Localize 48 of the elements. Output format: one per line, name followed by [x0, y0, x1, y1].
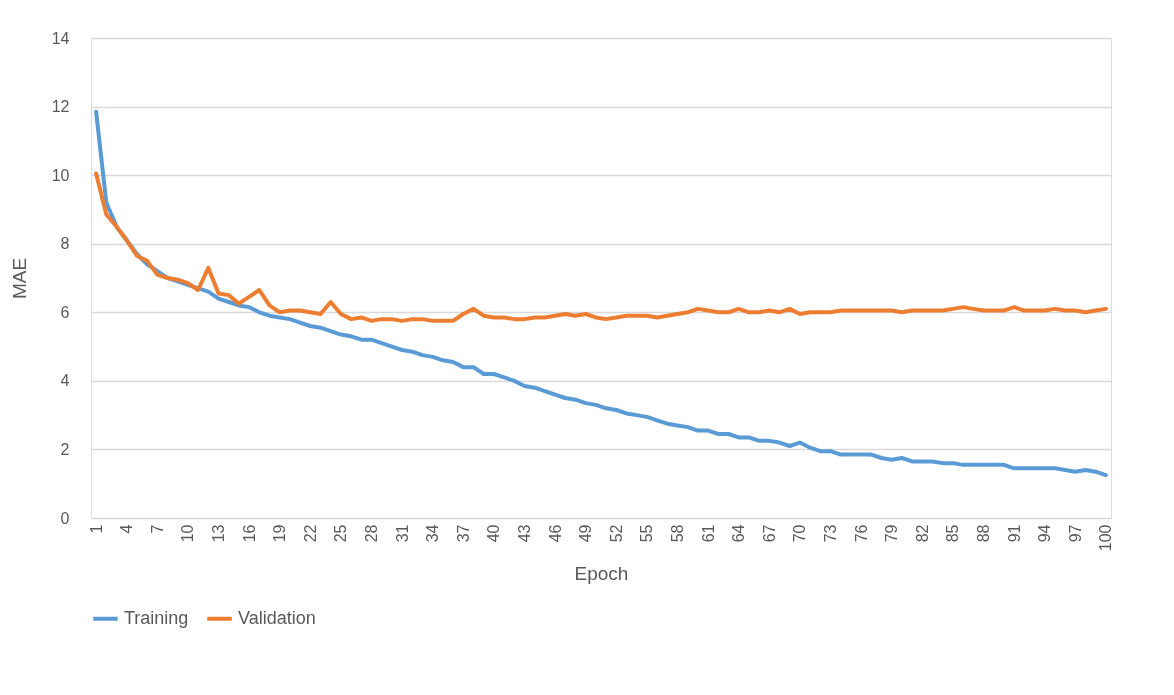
x-tick-label: 85 — [944, 524, 962, 543]
x-tick-label: 7 — [148, 524, 166, 534]
legend-label: Validation — [238, 607, 316, 628]
x-tick-label: 37 — [454, 524, 472, 543]
x-tick-label: 49 — [577, 524, 595, 543]
y-tick-label: 14 — [51, 29, 70, 47]
x-tick-label: 52 — [607, 524, 625, 543]
x-tick-label: 76 — [852, 524, 870, 543]
x-tick-label: 55 — [638, 524, 656, 543]
x-tick-label: 94 — [1036, 524, 1054, 543]
y-tick-label: 4 — [60, 372, 70, 390]
x-tick-label: 28 — [363, 524, 380, 543]
x-tick-label: 1 — [87, 524, 105, 534]
x-tick-label: 88 — [975, 524, 992, 543]
y-tick-label: 0 — [60, 509, 70, 527]
x-tick-label: 91 — [1005, 524, 1023, 543]
y-axis-title: MAE — [8, 257, 30, 300]
x-tick-label: 79 — [883, 524, 901, 543]
y-tick-label: 12 — [51, 98, 70, 116]
x-tick-label: 10 — [179, 524, 197, 543]
x-tick-label: 22 — [301, 524, 319, 543]
x-tick-label: 61 — [699, 524, 717, 543]
y-tick-label: 10 — [51, 166, 70, 184]
y-tick-label: 8 — [60, 235, 70, 253]
x-tick-label: 58 — [669, 524, 686, 543]
x-tick-label: 25 — [332, 524, 350, 543]
y-tick-label: 2 — [60, 440, 70, 458]
x-tick-label: 82 — [913, 524, 931, 543]
line-series — [94, 109, 1108, 478]
y-tick-label: 6 — [60, 303, 70, 321]
x-tick-label: 43 — [516, 524, 533, 543]
line-series — [94, 171, 1108, 323]
x-tick-label: 100 — [1097, 524, 1115, 552]
x-tick-label: 31 — [393, 524, 411, 543]
x-tick-label: 34 — [424, 524, 442, 543]
x-tick-label: 67 — [760, 524, 778, 543]
x-tick-label: 64 — [730, 524, 748, 543]
x-tick-label: 13 — [210, 524, 227, 543]
x-tick-label: 70 — [791, 524, 809, 543]
x-tick-label: 97 — [1066, 524, 1084, 543]
x-tick-label: 40 — [485, 524, 503, 543]
x-tick-label: 19 — [271, 524, 289, 543]
x-tick-label: 4 — [118, 524, 136, 534]
legend-label: Training — [124, 607, 189, 628]
x-tick-label: 16 — [240, 524, 258, 543]
x-axis-title: Epoch — [574, 563, 629, 585]
x-tick-label: 46 — [546, 524, 564, 543]
x-tick-label: 73 — [822, 524, 839, 543]
